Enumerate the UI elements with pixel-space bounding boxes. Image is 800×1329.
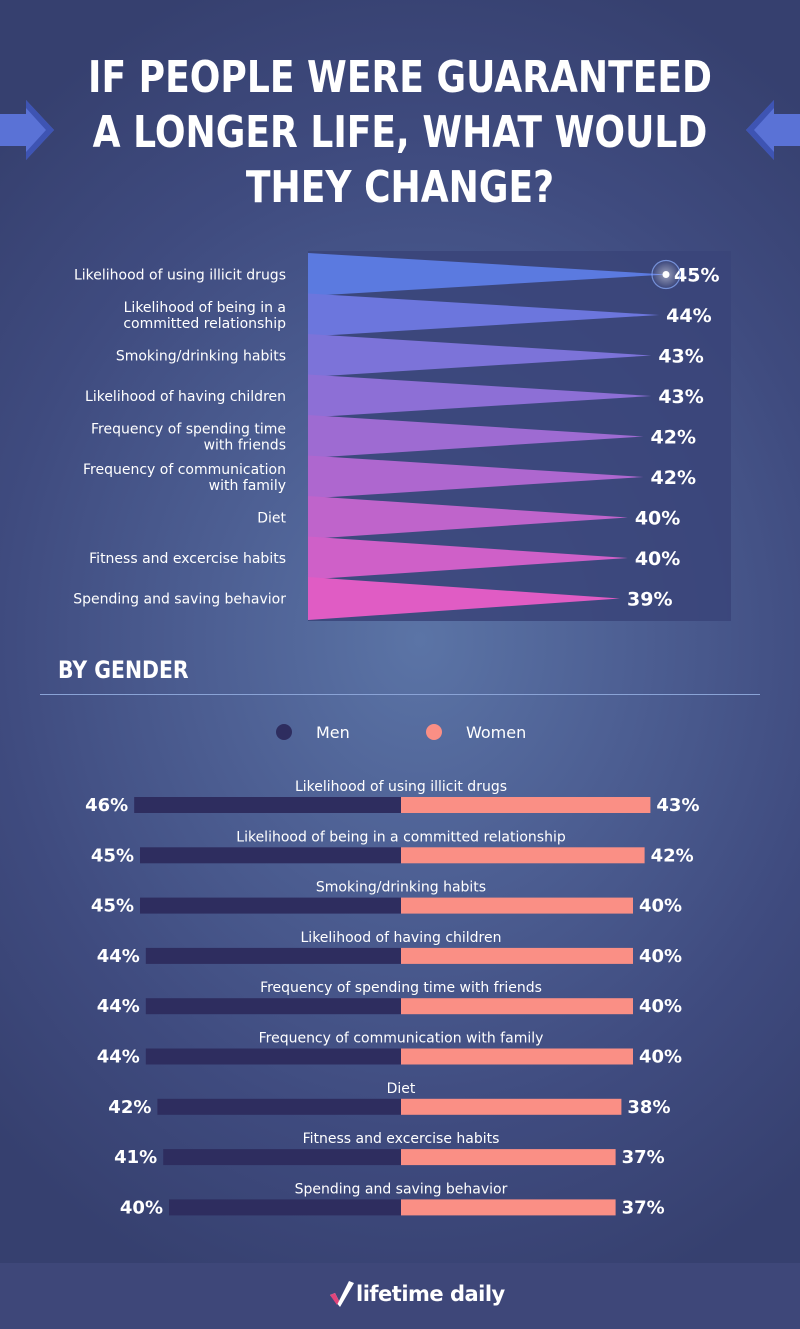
funnel-bar (308, 374, 652, 418)
section-title: By gender (58, 656, 189, 684)
funnel-category-label: Likelihood of being in a committed relati… (123, 300, 286, 332)
women-bar (401, 1098, 622, 1115)
funnel-category-label: Smoking/drinking habits (116, 349, 286, 365)
funnel-category-label: Fitness and excercise habits (89, 551, 286, 567)
women-bar (401, 897, 633, 914)
men-bar (163, 1149, 401, 1166)
men-bar (145, 1048, 401, 1065)
gender-category-label: Frequency of spending time with friends (260, 980, 542, 996)
men-value-label: 44% (97, 1047, 140, 1068)
funnel-category-label: Diet (257, 511, 286, 527)
funnel-value-label: 39% (627, 589, 672, 611)
section-divider (40, 694, 760, 695)
funnel-bar (308, 293, 660, 337)
funnel-value-label: 43% (658, 346, 703, 368)
funnel-bar (308, 253, 667, 296)
legend-men-label: Men (316, 722, 350, 742)
women-bar (401, 1048, 633, 1065)
funnel-bar (308, 415, 644, 458)
gender-category-label: Spending and saving behavior (295, 1181, 508, 1197)
women-bar (401, 797, 651, 813)
women-value-label: 37% (622, 1197, 665, 1218)
funnel-category-label: Likelihood of using illicit drugs (74, 268, 286, 284)
men-value-label: 44% (97, 946, 140, 967)
women-value-label: 40% (639, 996, 682, 1017)
brand-logo[interactable]: lifetime daily (330, 1281, 505, 1307)
funnel-bar (308, 536, 628, 580)
funnel-value-label: 44% (666, 305, 711, 327)
men-bar (140, 897, 401, 914)
funnel-bar (308, 334, 652, 377)
women-value-label: 40% (639, 1047, 682, 1068)
footer (0, 1263, 800, 1329)
gender-category-label: Likelihood of using illicit drugs (295, 779, 507, 795)
women-dot-icon (426, 724, 442, 740)
women-value-label: 38% (627, 1097, 670, 1118)
legend-women-label: Women (466, 722, 527, 742)
men-bar (140, 847, 401, 864)
funnel-value-label: 45% (674, 265, 719, 287)
arrow-left-icon (746, 100, 800, 160)
men-value-label: 45% (91, 896, 134, 917)
page-title: If people were guaranteed a longer life,… (88, 52, 712, 213)
legend-men: Men (276, 720, 350, 744)
men-value-label: 44% (97, 996, 140, 1017)
funnel-value-label: 42% (651, 467, 696, 489)
gender-category-label: Likelihood of being in a committed relat… (236, 829, 566, 845)
arrow-right-icon (0, 100, 54, 160)
funnel-category-label: Frequency of spending time with friends (91, 422, 286, 454)
men-bar (145, 998, 401, 1015)
men-bar (169, 1199, 401, 1216)
women-bar (401, 1149, 616, 1166)
funnel-category-label: Spending and saving behavior (73, 592, 286, 608)
legend-women: Women (426, 720, 526, 744)
funnel-bar (308, 577, 620, 620)
brand-name: lifetime daily (356, 1282, 505, 1306)
gender-category-label: Fitness and excercise habits (303, 1131, 500, 1147)
gender-category-label: Likelihood of having children (301, 930, 502, 946)
highlight-dot-icon (662, 271, 670, 278)
funnel-value-label: 40% (635, 508, 680, 530)
gender-category-label: Frequency of communication with family (259, 1031, 544, 1047)
men-value-label: 42% (108, 1097, 151, 1118)
funnel-bar (308, 496, 628, 539)
men-value-label: 41% (114, 1147, 157, 1168)
men-bar (157, 1098, 401, 1115)
women-value-label: 40% (639, 946, 682, 967)
men-bar (134, 797, 401, 813)
checkmark-icon (330, 1281, 354, 1307)
funnel-value-label: 43% (658, 386, 703, 408)
men-bar (145, 947, 401, 964)
gender-category-label: Smoking/drinking habits (316, 880, 486, 896)
funnel-value-label: 42% (651, 427, 696, 449)
funnel-category-label: Frequency of communication with family (83, 462, 286, 494)
women-bar (401, 947, 633, 964)
gender-chart: Likelihood of using illicit drugs 46% 43% L… (85, 779, 699, 1218)
funnel-bar (308, 455, 644, 499)
men-value-label: 45% (91, 845, 134, 866)
funnel-chart: Likelihood of using illicit drugs 45% Like… (73, 251, 731, 621)
funnel-category-label: Likelihood of having children (85, 389, 286, 405)
funnel-value-label: 40% (635, 548, 680, 570)
women-value-label: 43% (656, 795, 699, 816)
women-bar (401, 847, 645, 864)
men-dot-icon (276, 724, 292, 740)
men-value-label: 40% (120, 1197, 163, 1218)
women-bar (401, 998, 633, 1015)
women-value-label: 37% (622, 1147, 665, 1168)
women-bar (401, 1199, 616, 1216)
men-value-label: 46% (85, 795, 128, 816)
women-value-label: 40% (639, 896, 682, 917)
women-value-label: 42% (651, 845, 694, 866)
gender-category-label: Diet (387, 1081, 416, 1097)
